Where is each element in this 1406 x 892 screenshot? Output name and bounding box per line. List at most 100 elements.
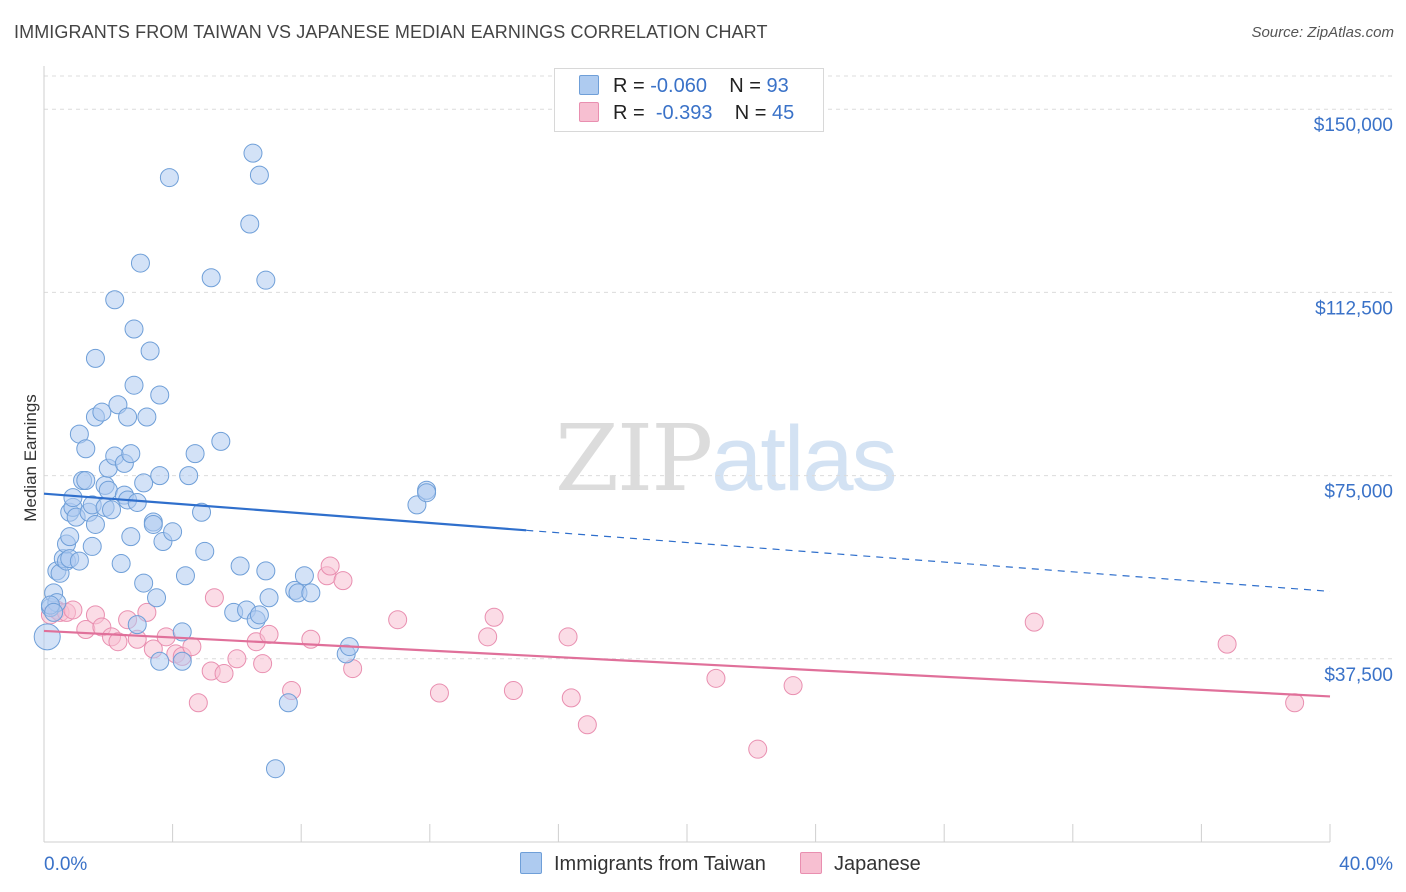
axes (43, 66, 1331, 843)
taiwan-point (150, 466, 170, 486)
taiwan-point (259, 588, 279, 608)
japanese-point (1217, 634, 1237, 654)
japanese-point (259, 624, 279, 644)
y-axis-label: Median Earnings (21, 394, 40, 522)
taiwan-point (201, 268, 221, 288)
taiwan-point (230, 556, 250, 576)
japanese-point (1285, 693, 1305, 713)
taiwan-point (192, 502, 212, 522)
japanese-point (253, 654, 273, 674)
taiwan-point (130, 253, 150, 273)
watermark: ZIPatlas (555, 405, 898, 512)
taiwan-point (134, 473, 154, 493)
taiwan-point (140, 341, 160, 361)
taiwan-point (150, 651, 170, 671)
japanese-point (503, 681, 523, 701)
y-tick-label: $150,000 (1314, 115, 1393, 136)
legend-r-label: R = (613, 102, 645, 124)
taiwan-point (163, 522, 183, 542)
taiwan-point (294, 566, 314, 586)
japanese-point (227, 649, 247, 669)
taiwan-point (185, 444, 205, 464)
taiwan-point (33, 623, 61, 651)
watermark-atlas: atlas (711, 408, 897, 510)
taiwan-legend-swatch (520, 852, 542, 874)
correlation-legend: R = -0.060 N = 93 R = -0.393 N = 45 (554, 68, 824, 132)
taiwan-point (159, 168, 179, 188)
y-tick-label: $75,000 (1324, 482, 1393, 503)
japanese-legend-label: Japanese (834, 853, 921, 875)
taiwan-point (76, 439, 96, 459)
taiwan-trend-extension (526, 529, 1331, 592)
taiwan-point (195, 541, 215, 561)
taiwan-point (256, 270, 276, 290)
japanese-point (204, 588, 224, 608)
taiwan-point (44, 602, 64, 622)
japanese-point (706, 668, 726, 688)
japanese-point (333, 571, 353, 591)
taiwan-point (147, 588, 167, 608)
taiwan-point (102, 500, 122, 520)
japanese-points (40, 556, 1305, 759)
japanese-swatch (579, 102, 599, 122)
watermark-zip: ZIP (555, 405, 713, 512)
taiwan-point (172, 651, 192, 671)
taiwan-point (121, 527, 141, 547)
legend-row-taiwan: R = -0.060 N = 93 (579, 75, 789, 99)
taiwan-point (105, 290, 125, 310)
taiwan-points (33, 143, 437, 779)
legend-item-taiwan: Immigrants from Taiwan (520, 852, 766, 876)
taiwan-point (179, 466, 199, 486)
taiwan-point (243, 143, 263, 163)
taiwan-point (69, 551, 89, 571)
japanese-point (783, 676, 803, 696)
taiwan-point (301, 583, 321, 603)
taiwan-point (137, 407, 157, 427)
japanese-point (558, 627, 578, 647)
legend-n-label: N = (734, 102, 767, 124)
japanese-point (561, 688, 581, 708)
taiwan-legend-label: Immigrants from Taiwan (554, 853, 766, 875)
taiwan-point (417, 483, 437, 503)
legend-n-label: N = (729, 75, 761, 97)
y-tick-label: $112,500 (1315, 298, 1393, 319)
japanese-point (63, 600, 83, 620)
taiwan-point (265, 759, 285, 779)
japanese-point (388, 610, 408, 630)
japanese-point (577, 715, 597, 735)
taiwan-point (92, 402, 112, 422)
japanese-legend-swatch (800, 852, 822, 874)
taiwan-trend-line (43, 492, 527, 532)
taiwan-swatch (579, 75, 599, 95)
taiwan-point (172, 622, 192, 642)
legend-n-value: 45 (772, 102, 795, 124)
japanese-point (188, 693, 208, 713)
taiwan-point (60, 527, 80, 547)
japanese-trend-line (43, 629, 1331, 698)
taiwan-point (82, 536, 102, 556)
y-tick-label: $37,500 (1324, 665, 1393, 686)
taiwan-point (240, 214, 260, 234)
taiwan-point (256, 561, 276, 581)
legend-item-japanese: Japanese (800, 852, 921, 876)
taiwan-point (134, 573, 154, 593)
chart-title: IMMIGRANTS FROM TAIWAN VS JAPANESE MEDIA… (14, 22, 768, 42)
taiwan-point (278, 693, 298, 713)
japanese-point (1024, 612, 1044, 632)
x-tick-label-min: 0.0% (44, 854, 87, 875)
legend-r-label: R = (613, 75, 645, 97)
taiwan-point (98, 480, 118, 500)
taiwan-point (143, 514, 163, 534)
japanese-point (429, 683, 449, 703)
japanese-point (478, 627, 498, 647)
taiwan-point (150, 385, 170, 405)
taiwan-point (76, 470, 96, 490)
japanese-point (484, 607, 504, 627)
taiwan-point (127, 492, 147, 512)
taiwan-point (121, 444, 141, 464)
taiwan-point (63, 488, 83, 508)
x-tick-label-max: 40.0% (1339, 854, 1393, 875)
taiwan-point (249, 605, 269, 625)
taiwan-point (85, 348, 105, 368)
